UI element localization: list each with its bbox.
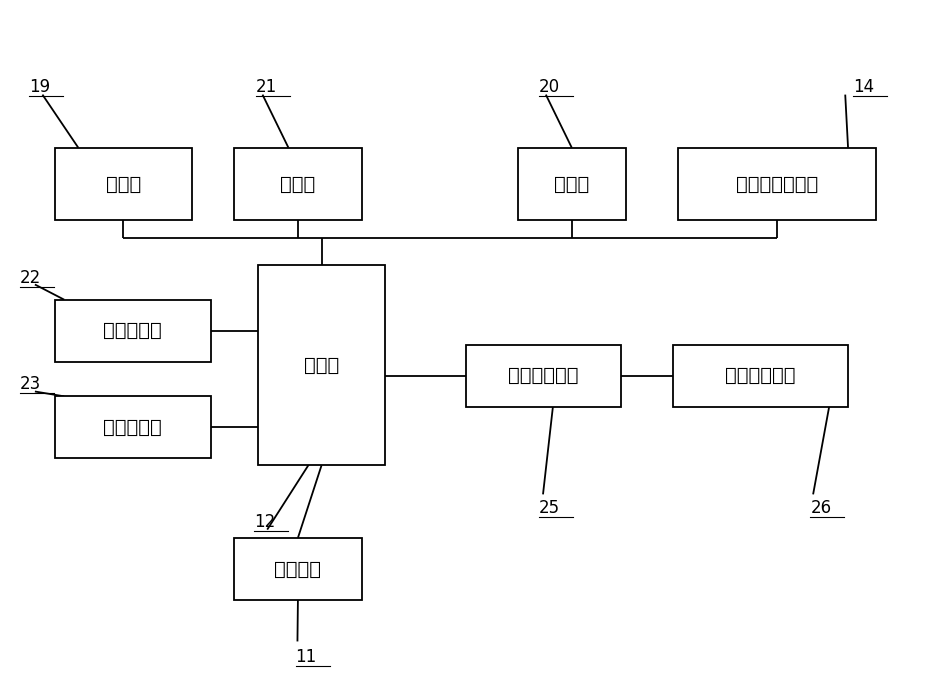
Text: 20: 20	[540, 78, 560, 96]
Text: 14: 14	[853, 78, 874, 96]
Text: 12: 12	[254, 513, 276, 531]
Text: 热水泵: 热水泵	[105, 175, 141, 193]
Text: 25: 25	[540, 499, 560, 517]
Text: 远程控制终端: 远程控制终端	[726, 366, 796, 385]
Text: 电子恒温混水阀: 电子恒温混水阀	[736, 175, 818, 193]
Bar	[466, 345, 621, 406]
Bar	[518, 148, 626, 220]
Bar	[55, 300, 211, 362]
Bar	[234, 538, 362, 600]
Bar	[55, 148, 192, 220]
Text: 23: 23	[20, 375, 41, 393]
Text: 26: 26	[810, 499, 831, 517]
Text: 11: 11	[295, 648, 316, 666]
Text: 电源模块: 电源模块	[275, 560, 321, 578]
Text: 19: 19	[29, 78, 50, 96]
Text: 无线通讯模块: 无线通讯模块	[508, 366, 579, 385]
Text: 液位传感器: 液位传感器	[104, 418, 162, 437]
Bar	[234, 148, 362, 220]
Bar	[674, 345, 848, 406]
Bar	[55, 396, 211, 459]
Text: 电磁阀: 电磁阀	[280, 175, 315, 193]
Bar	[678, 148, 877, 220]
Text: 22: 22	[20, 269, 41, 287]
Bar	[257, 265, 386, 466]
Text: 温度传感器: 温度传感器	[104, 322, 162, 340]
Text: 控制器: 控制器	[304, 356, 339, 374]
Text: 冷水泵: 冷水泵	[554, 175, 589, 193]
Text: 21: 21	[256, 78, 277, 96]
